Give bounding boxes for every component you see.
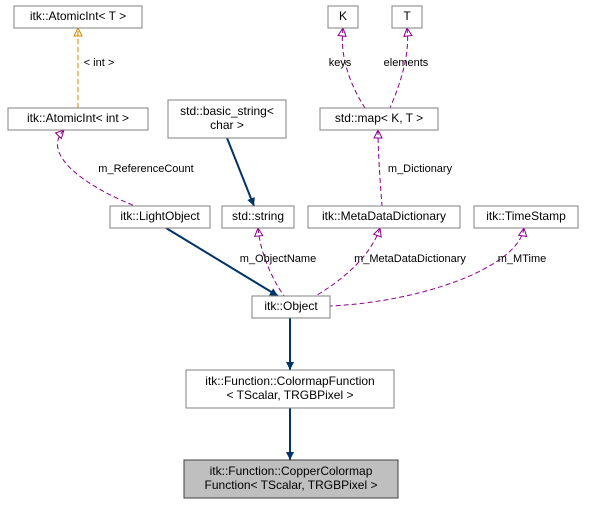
edge-label: m_MetaDataDictionary (354, 253, 466, 265)
node-label: itk::AtomicInt< int > (27, 111, 129, 125)
inheritance-diagram: < int > keys elements m_ReferenceCount m_Dic… (0, 0, 596, 512)
edge-label: m_ObjectName (240, 253, 316, 265)
node-colormapFn[interactable]: itk::Function::ColormapFunction< TScalar… (186, 370, 394, 408)
edge (227, 138, 254, 206)
node-label: Function< TScalar, TRGBPixel > (205, 478, 378, 492)
node-stdString[interactable]: std::string (222, 206, 294, 228)
node-T[interactable]: T (392, 6, 422, 28)
node-label: itk::MetaDataDictionary (322, 209, 446, 223)
node-label: < TScalar, TRGBPixel > (227, 388, 354, 402)
node-basicString[interactable]: std::basic_string<char > (168, 100, 286, 138)
edge-label: elements (384, 57, 429, 69)
node-atomicIntInt[interactable]: itk::AtomicInt< int > (8, 108, 148, 130)
node-label: char > (210, 118, 244, 132)
node-metaDict[interactable]: itk::MetaDataDictionary (308, 206, 460, 228)
edge-label: m_Dictionary (388, 163, 453, 175)
node-mapKT[interactable]: std::map< K, T > (320, 108, 438, 130)
edge-label: m_MTime (498, 253, 546, 265)
edge (378, 130, 382, 206)
node-label: itk::LightObject (120, 209, 200, 223)
node-label: itk::AtomicInt< T > (30, 9, 126, 23)
node-label: T (403, 9, 411, 23)
node-label: itk::Function::ColormapFunction (205, 374, 374, 388)
edge-label: m_ReferenceCount (98, 163, 193, 175)
node-object[interactable]: itk::Object (252, 296, 330, 318)
nodes-layer: itk::AtomicInt< T > K Titk::AtomicInt< int… (8, 6, 578, 498)
node-label: K (339, 9, 347, 23)
node-label: itk::TimeStamp (486, 209, 566, 223)
node-copperFn[interactable]: itk::Function::CopperColormapFunction< T… (184, 460, 398, 498)
node-label: std::map< K, T > (335, 111, 423, 125)
edge (330, 228, 524, 306)
node-atomicIntT[interactable]: itk::AtomicInt< T > (14, 6, 142, 28)
edge-label: keys (329, 57, 352, 69)
node-timeStamp[interactable]: itk::TimeStamp (474, 206, 578, 228)
node-label: itk::Function::CopperColormap (210, 464, 373, 478)
edge-label: < int > (84, 57, 115, 69)
node-label: std::string (232, 209, 284, 223)
node-label: std::basic_string< (180, 104, 274, 118)
node-label: itk::Object (264, 299, 318, 313)
node-lightObject[interactable]: itk::LightObject (110, 206, 210, 228)
node-K[interactable]: K (328, 6, 358, 28)
